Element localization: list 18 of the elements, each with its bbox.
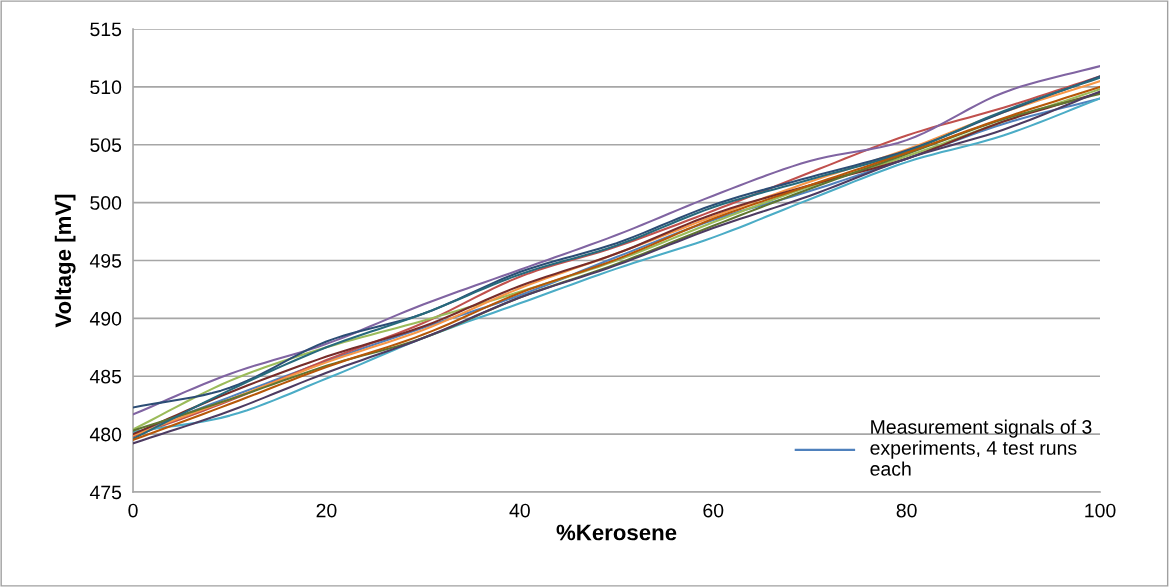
y-tick-label: 505: [90, 138, 122, 152]
x-tick-label: 80: [896, 503, 917, 518]
x-tick-label: 60: [703, 503, 724, 518]
y-tick-label: 515: [90, 22, 122, 37]
y-tick-label: 500: [90, 196, 122, 210]
x-tick-label: 100: [1085, 503, 1116, 518]
y-tick-label: 510: [90, 80, 122, 95]
y-tick-label: 480: [89, 427, 122, 442]
y-tick-label: 485: [89, 369, 122, 384]
x-tick-label: 20: [316, 503, 337, 518]
x-tick-label: 40: [509, 503, 530, 518]
legend-label: Measurement signals of 3 experiments, 4 test runs each: [870, 419, 1092, 476]
x-axis-title: %Kerosene: [556, 524, 677, 541]
y-tick-label: 490: [89, 311, 122, 326]
y-tick-label: 495: [89, 253, 122, 268]
y-axis-title: Voltage [mV]: [54, 194, 76, 328]
y-tick-label: 475: [89, 485, 122, 500]
x-tick-label: 0: [128, 503, 138, 518]
